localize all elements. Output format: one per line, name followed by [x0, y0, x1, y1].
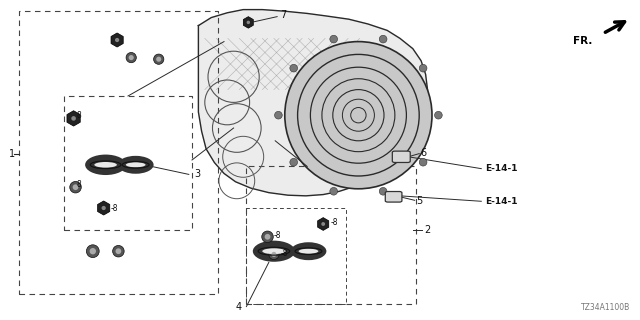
- Text: FR.: FR.: [573, 36, 592, 46]
- FancyBboxPatch shape: [385, 191, 402, 202]
- Polygon shape: [111, 33, 124, 47]
- FancyBboxPatch shape: [392, 151, 410, 163]
- Text: 2: 2: [424, 225, 431, 236]
- Ellipse shape: [71, 116, 76, 121]
- Ellipse shape: [419, 64, 427, 72]
- Polygon shape: [243, 17, 253, 28]
- Ellipse shape: [330, 35, 337, 43]
- Text: 6: 6: [420, 148, 427, 158]
- Ellipse shape: [86, 245, 99, 258]
- Text: 5: 5: [416, 196, 422, 206]
- Text: -8: -8: [330, 218, 338, 227]
- Text: -8: -8: [280, 249, 288, 258]
- Text: TZ34A1100B: TZ34A1100B: [581, 303, 630, 312]
- Text: 3: 3: [194, 169, 200, 180]
- Ellipse shape: [271, 252, 276, 257]
- Text: 7: 7: [280, 10, 286, 20]
- Ellipse shape: [290, 64, 298, 72]
- Ellipse shape: [265, 234, 270, 240]
- Ellipse shape: [380, 188, 387, 195]
- Ellipse shape: [73, 184, 78, 190]
- Ellipse shape: [102, 206, 106, 210]
- Ellipse shape: [85, 155, 126, 175]
- Polygon shape: [97, 201, 110, 215]
- Ellipse shape: [156, 57, 161, 62]
- Ellipse shape: [262, 231, 273, 243]
- Ellipse shape: [253, 241, 295, 262]
- Ellipse shape: [115, 38, 119, 42]
- Ellipse shape: [275, 111, 282, 119]
- Text: 8: 8: [77, 111, 81, 120]
- Ellipse shape: [269, 249, 279, 260]
- Text: -8: -8: [111, 204, 118, 213]
- Polygon shape: [67, 111, 80, 126]
- Text: E-14-1: E-14-1: [485, 197, 518, 206]
- Ellipse shape: [113, 245, 124, 257]
- Ellipse shape: [154, 54, 164, 64]
- Ellipse shape: [115, 248, 122, 254]
- Ellipse shape: [435, 111, 442, 119]
- Text: 1: 1: [8, 148, 15, 159]
- Ellipse shape: [419, 158, 427, 166]
- Ellipse shape: [126, 162, 145, 167]
- Text: 8: 8: [77, 180, 81, 189]
- Ellipse shape: [90, 248, 96, 254]
- Ellipse shape: [246, 21, 250, 24]
- Ellipse shape: [118, 156, 154, 174]
- Ellipse shape: [321, 222, 325, 226]
- Ellipse shape: [380, 35, 387, 43]
- Ellipse shape: [70, 181, 81, 193]
- Polygon shape: [317, 218, 329, 230]
- Polygon shape: [198, 10, 428, 196]
- Text: E-14-1: E-14-1: [485, 164, 518, 173]
- Ellipse shape: [291, 242, 326, 260]
- Ellipse shape: [129, 55, 134, 60]
- Ellipse shape: [126, 52, 136, 63]
- Ellipse shape: [290, 158, 298, 166]
- Ellipse shape: [285, 42, 432, 189]
- Ellipse shape: [262, 248, 285, 254]
- Ellipse shape: [330, 188, 337, 195]
- Ellipse shape: [94, 162, 117, 168]
- Ellipse shape: [299, 249, 318, 254]
- Text: -8: -8: [274, 231, 282, 240]
- Text: 4: 4: [236, 301, 242, 312]
